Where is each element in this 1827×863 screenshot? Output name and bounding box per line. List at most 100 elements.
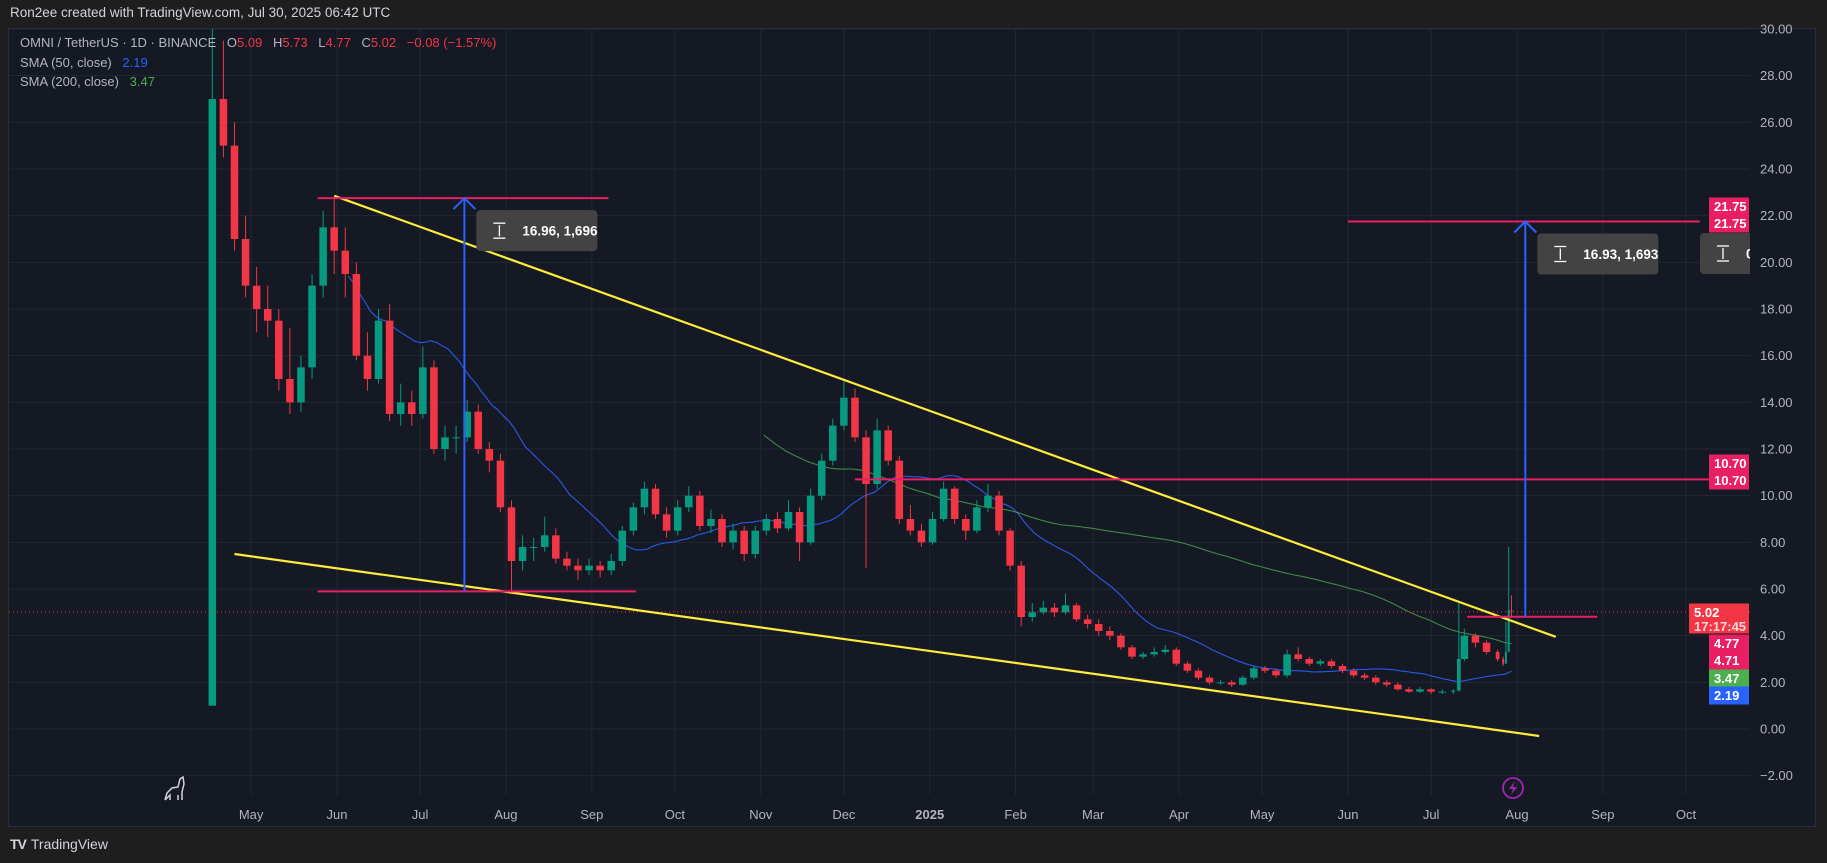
- candle[interactable]: [1451, 689, 1456, 695]
- candle[interactable]: [1250, 666, 1258, 681]
- candle[interactable]: [618, 526, 627, 566]
- candle[interactable]: [884, 425, 892, 466]
- candle[interactable]: [1394, 682, 1402, 691]
- candle[interactable]: [1205, 675, 1214, 685]
- dino-icon[interactable]: [164, 775, 185, 801]
- candle[interactable]: [1106, 626, 1114, 641]
- candle[interactable]: [1507, 547, 1510, 653]
- candle[interactable]: [263, 285, 272, 338]
- candle[interactable]: [707, 509, 715, 534]
- candle[interactable]: [829, 418, 837, 466]
- candle[interactable]: [1456, 603, 1461, 692]
- candle[interactable]: [507, 500, 516, 592]
- candle[interactable]: [862, 430, 870, 569]
- candle[interactable]: [430, 360, 438, 454]
- measure-1[interactable]: [452, 196, 477, 592]
- candle[interactable]: [1139, 652, 1147, 660]
- candle[interactable]: [740, 526, 748, 562]
- candle[interactable]: [1050, 603, 1059, 618]
- candle[interactable]: [673, 500, 682, 536]
- candle[interactable]: [1502, 656, 1505, 667]
- candle[interactable]: [1150, 647, 1158, 657]
- candle[interactable]: [496, 453, 505, 513]
- candle[interactable]: [252, 267, 261, 333]
- candle[interactable]: [806, 488, 815, 545]
- candle[interactable]: [1495, 649, 1500, 662]
- candle[interactable]: [1405, 687, 1413, 693]
- candle[interactable]: [1460, 628, 1469, 662]
- candle[interactable]: [1349, 668, 1358, 678]
- upper-trendline[interactable]: [333, 194, 1557, 638]
- candle[interactable]: [419, 346, 427, 419]
- candle[interactable]: [1504, 621, 1507, 664]
- candle[interactable]: [574, 558, 582, 580]
- candle[interactable]: [1338, 663, 1347, 674]
- candle[interactable]: [962, 514, 970, 541]
- candle[interactable]: [1327, 659, 1336, 669]
- candle[interactable]: [607, 554, 615, 576]
- candle[interactable]: [1371, 675, 1380, 685]
- candle[interactable]: [1161, 645, 1169, 655]
- candle[interactable]: [585, 558, 593, 576]
- legend-sma50-row[interactable]: SMA (50, close) 2.19: [20, 53, 496, 73]
- legend-sma200-row[interactable]: SMA (200, close) 3.47: [20, 72, 496, 92]
- candle[interactable]: [662, 507, 671, 538]
- chart-frame[interactable]: [8, 28, 1816, 827]
- candle[interactable]: [1272, 668, 1280, 678]
- candle[interactable]: [1305, 656, 1314, 667]
- candle[interactable]: [1360, 673, 1369, 681]
- candle[interactable]: [1017, 561, 1025, 627]
- candle[interactable]: [1128, 645, 1136, 660]
- candle[interactable]: [319, 211, 327, 298]
- candle[interactable]: [939, 481, 948, 522]
- candle[interactable]: [1239, 675, 1247, 686]
- candle[interactable]: [950, 486, 959, 524]
- candle[interactable]: [275, 309, 283, 391]
- candle[interactable]: [928, 512, 937, 545]
- candle[interactable]: [784, 500, 793, 531]
- lightning-icon[interactable]: [1502, 777, 1524, 799]
- candle[interactable]: [308, 274, 316, 380]
- candle[interactable]: [1471, 633, 1480, 648]
- legend-symbol[interactable]: OMNI / TetherUS · 1D · BINANCE: [20, 35, 217, 50]
- candle[interactable]: [718, 514, 726, 548]
- candle[interactable]: [906, 505, 915, 536]
- candle[interactable]: [873, 418, 881, 489]
- candle[interactable]: [363, 332, 372, 391]
- candle[interactable]: [518, 535, 527, 571]
- candle[interactable]: [485, 442, 494, 473]
- measure-2-label[interactable]: 16.93, 1,693: [1537, 233, 1659, 275]
- candle[interactable]: [917, 523, 926, 548]
- candle[interactable]: [1482, 640, 1491, 655]
- candle[interactable]: [640, 481, 649, 515]
- candle[interactable]: [1039, 600, 1048, 615]
- measure-3-label[interactable]: 0.: [1700, 233, 1821, 274]
- measure-1-label[interactable]: 16.96, 1,696: [476, 210, 598, 252]
- candle[interactable]: [1427, 688, 1435, 695]
- plot-area[interactable]: 16.96, 1,696 16.93, 1,693 0.: [9, 6, 1821, 795]
- candle[interactable]: [1383, 680, 1391, 688]
- candle[interactable]: [1006, 528, 1014, 571]
- candle[interactable]: [685, 486, 693, 513]
- candle[interactable]: [1227, 680, 1236, 688]
- candle[interactable]: [529, 537, 538, 562]
- candle[interactable]: [973, 500, 981, 534]
- candle[interactable]: [895, 456, 904, 524]
- candle[interactable]: [762, 514, 771, 536]
- candle[interactable]: [474, 404, 483, 454]
- candle[interactable]: [651, 484, 660, 520]
- candle[interactable]: [552, 528, 560, 564]
- candle[interactable]: [1294, 647, 1302, 662]
- candle[interactable]: [817, 453, 826, 501]
- candle[interactable]: [1510, 595, 1513, 618]
- candle[interactable]: [374, 309, 383, 384]
- candle[interactable]: [984, 484, 992, 513]
- candle[interactable]: [1216, 680, 1225, 685]
- candle[interactable]: [773, 512, 782, 534]
- candle[interactable]: [352, 262, 361, 361]
- candle[interactable]: [341, 227, 350, 298]
- candle[interactable]: [1117, 633, 1125, 650]
- candle[interactable]: [1172, 647, 1181, 667]
- candle[interactable]: [241, 215, 250, 298]
- candle[interactable]: [286, 327, 294, 415]
